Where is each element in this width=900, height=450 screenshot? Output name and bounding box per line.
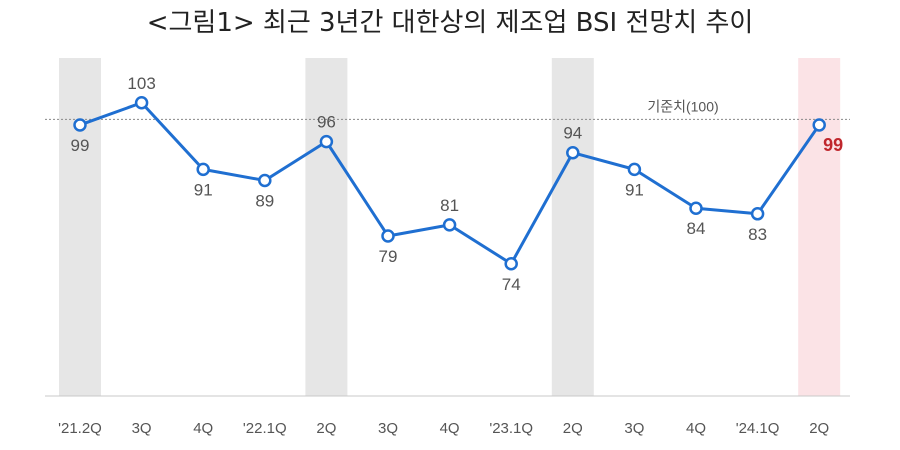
x-tick-labels: '21.2Q 3Q 4Q '22.1Q 2Q 3Q 4Q '23.1Q 2Q 3Q 4Q '24.1Q… [58,420,829,437]
x-tick-label: '23.1Q [489,420,533,437]
data-label: 99 [823,135,843,155]
data-label: 89 [255,191,274,210]
x-tick-label: 2Q [563,420,583,437]
data-label: 83 [748,225,767,244]
data-point [381,229,395,243]
data-label: 94 [563,124,582,143]
data-point [73,118,87,132]
data-point [442,218,457,232]
shaded-band [551,58,594,396]
data-label: 96 [317,113,336,132]
quarter-bands [59,58,841,396]
x-tick-label: 4Q [686,420,706,437]
data-label: 91 [625,180,644,199]
data-label: 79 [379,247,398,266]
highlight-band [798,58,841,396]
x-tick-label: 3Q [624,420,644,437]
shaded-band [59,58,101,396]
x-tick-label: 3Q [132,420,152,437]
series-line [79,101,821,266]
data-point [750,207,765,221]
x-tick-label: 2Q [809,420,829,437]
data-label: 99 [71,136,90,155]
data-label: 103 [127,74,155,93]
data-point [504,257,518,271]
x-tick-label: '21.2Q [58,420,102,437]
data-point [627,162,642,177]
data-point [134,96,149,110]
data-label: 74 [502,275,521,294]
data-labels: 99 103 91 89 96 79 81 74 94 91 84 83 99 [71,74,844,294]
data-point [812,118,826,132]
data-label: 84 [687,219,706,238]
reference-line-group: 기준치(100) [45,98,850,120]
data-label: 91 [194,180,213,199]
x-tick-label: '24.1Q [736,420,780,437]
data-point [319,134,334,149]
data-points [73,96,826,271]
x-tick-label: 4Q [440,420,460,437]
shaded-band [305,58,348,396]
data-label: 81 [440,196,459,215]
x-tick-label: 4Q [193,420,213,437]
x-tick-label: 3Q [378,420,398,437]
x-tick-label: '22.1Q [243,420,287,437]
data-point [689,201,703,215]
data-point [258,173,272,188]
x-tick-label: 2Q [316,420,336,437]
reference-line-label: 기준치(100) [647,98,718,114]
data-point [196,162,210,177]
series-line-group [79,101,821,266]
data-point [566,145,580,160]
chart-title: <그림1> 최근 3년간 대한상의 제조업 BSI 전망치 추이 [146,8,754,38]
